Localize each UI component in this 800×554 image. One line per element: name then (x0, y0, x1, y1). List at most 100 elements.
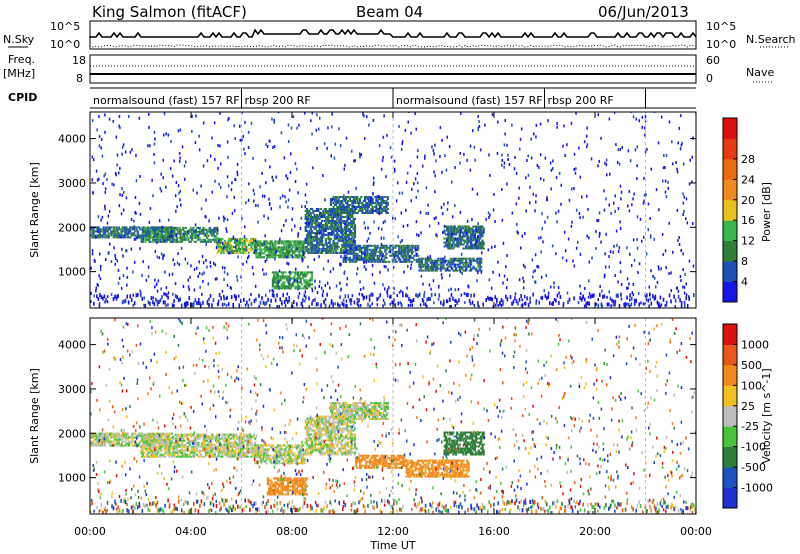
heatmap-cell (284, 252, 287, 255)
heatmap-cell (410, 250, 413, 253)
heatmap-cell (138, 432, 141, 435)
heatmap-cell (475, 243, 478, 246)
heatmap-cell (380, 200, 383, 202)
heatmap-cell (365, 210, 368, 212)
heatmap-cell (389, 248, 392, 251)
heatmap-cell (225, 243, 228, 246)
heatmap-cell (155, 232, 158, 235)
heatmap-cell (173, 455, 176, 458)
heatmap-cell (305, 230, 309, 232)
heatmap-cell (209, 228, 213, 231)
heatmap-cell (308, 214, 311, 216)
heatmap-cell (182, 226, 185, 229)
heatmap-cell (283, 300, 286, 304)
heatmap-cell (324, 210, 327, 212)
heatmap-cell (123, 191, 125, 194)
cpid-segment-label: normalsound (fast) 157 RF (93, 94, 240, 107)
heatmap-cell (344, 222, 346, 226)
heatmap-cell (277, 112, 280, 114)
heatmap-cell (167, 453, 170, 456)
heatmap-cell (503, 143, 506, 147)
heatmap-cell (457, 243, 460, 246)
heatmap-cell (143, 451, 146, 454)
heatmap-cell (391, 300, 394, 304)
heatmap-cell (135, 293, 138, 298)
heatmap-cell (347, 249, 350, 252)
heatmap-cell (341, 204, 344, 206)
heatmap-cell (162, 453, 165, 456)
heatmap-cell (362, 212, 365, 214)
heatmap-cell (292, 240, 295, 243)
heatmap-cell (367, 203, 370, 206)
heatmap-cell (356, 301, 359, 306)
heatmap-cell (313, 245, 316, 248)
heatmap-cell (244, 303, 247, 307)
heatmap-cell (414, 244, 417, 247)
heatmap-cell (351, 206, 354, 208)
heatmap-cell (538, 300, 540, 305)
heatmap-cell (145, 447, 148, 450)
heatmap-cell (278, 256, 281, 259)
heatmap-cell (619, 220, 621, 224)
heatmap-cell (471, 227, 474, 230)
heatmap-cell (110, 432, 113, 435)
heatmap-cell (126, 442, 129, 445)
heatmap-cell (366, 206, 369, 208)
heatmap-cell (293, 250, 296, 253)
heatmap-cell (151, 230, 155, 233)
heatmap-cell (380, 252, 383, 255)
heatmap-cell (154, 228, 157, 231)
heatmap-cell (302, 246, 305, 249)
heatmap-cell (179, 232, 182, 235)
heatmap-cell (475, 259, 478, 262)
heatmap-cell (152, 296, 154, 300)
heatmap-cell (342, 222, 345, 224)
heatmap-cell (314, 232, 317, 234)
heatmap-cell (158, 256, 161, 260)
heatmap-cell (357, 244, 360, 247)
heatmap-cell (644, 293, 647, 298)
heatmap-cell (197, 230, 200, 233)
heatmap-cell (433, 259, 436, 262)
heatmap-cell (480, 270, 483, 274)
heatmap-cell (208, 238, 211, 241)
heatmap-cell (289, 278, 292, 282)
heatmap-cell (266, 254, 269, 257)
heatmap-cell (348, 210, 351, 212)
heatmap-cell (419, 210, 422, 214)
heatmap-cell (179, 455, 182, 458)
heatmap-cell (405, 258, 408, 261)
heatmap-cell (331, 218, 334, 220)
heatmap-cell (630, 263, 633, 267)
heatmap-cell (588, 260, 591, 264)
heatmap-cell (144, 303, 147, 308)
heatmap-cell (342, 239, 345, 242)
heatmap-cell (217, 302, 219, 307)
heatmap-cell (468, 231, 471, 234)
heatmap-cell (374, 206, 377, 208)
heatmap-cell (127, 236, 131, 239)
heatmap-cell (452, 225, 455, 228)
heatmap-cell (144, 234, 147, 237)
heatmap-cell (318, 249, 321, 252)
heatmap-cell (107, 228, 110, 231)
heatmap-cell (586, 145, 588, 149)
heatmap-cell (304, 193, 307, 197)
heatmap-cell (102, 234, 105, 237)
heatmap-cell (124, 440, 127, 443)
heatmap-cell (167, 236, 170, 239)
heatmap-cell (144, 240, 147, 243)
heatmap-cell (293, 281, 296, 284)
heatmap-cell (665, 302, 668, 307)
heatmap-cell (115, 444, 118, 447)
heatmap-cell (678, 243, 681, 246)
heatmap-cell (227, 245, 230, 248)
heatmap-cell (371, 256, 374, 259)
heatmap-cell (138, 226, 141, 229)
heatmap-cell (268, 289, 271, 293)
heatmap-cell (108, 444, 112, 447)
heatmap-cell (227, 241, 230, 244)
heatmap-cell (313, 214, 316, 216)
heatmap-cell (124, 444, 127, 447)
heatmap-cell (216, 238, 219, 241)
